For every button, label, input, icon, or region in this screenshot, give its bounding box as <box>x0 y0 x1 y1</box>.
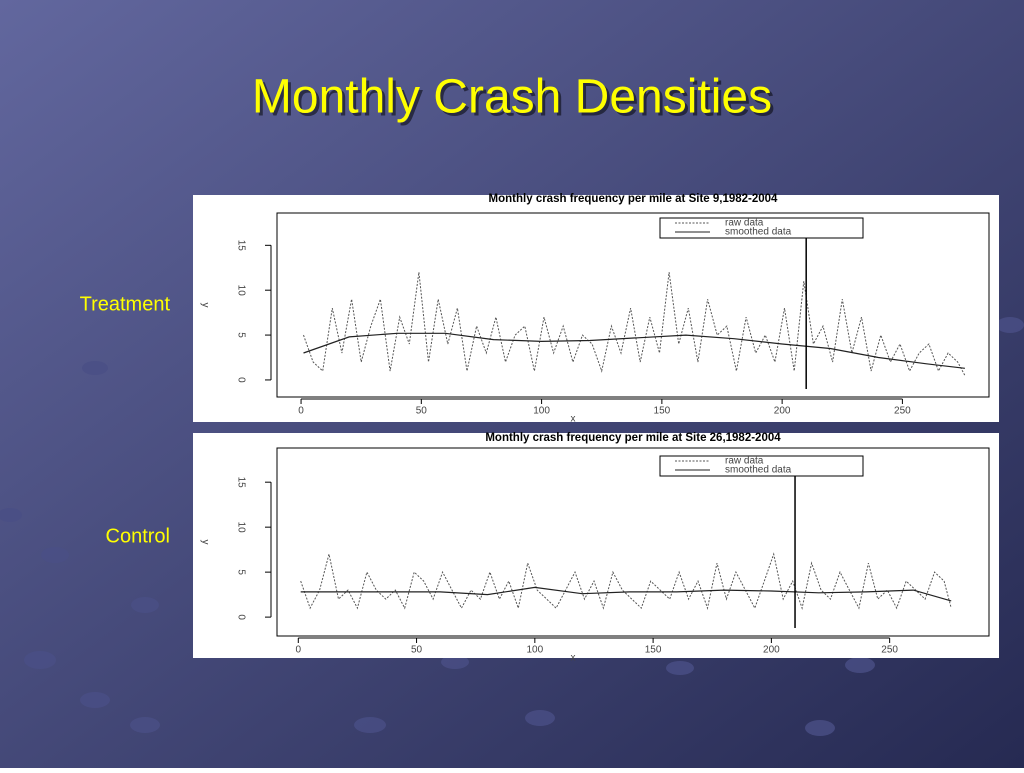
chart-panel <box>193 195 999 422</box>
x-tick-label: 150 <box>645 645 662 656</box>
y-axis-label: y <box>199 540 210 545</box>
x-tick-label: 50 <box>416 406 428 417</box>
panel-label: Control <box>106 525 170 547</box>
y-tick-label: 0 <box>235 614 246 620</box>
legend-label: smoothed data <box>725 465 792 476</box>
y-tick-label: 5 <box>235 569 246 575</box>
legend-box <box>659 455 864 477</box>
plot-box <box>276 447 990 637</box>
decoration <box>0 317 1024 736</box>
x-tick-label: 0 <box>296 645 302 656</box>
chart-title: Monthly crash frequency per mile at Site… <box>489 193 779 205</box>
chart-title: Monthly crash frequency per mile at Site… <box>485 432 781 444</box>
series-line <box>300 586 952 602</box>
series-line <box>303 332 965 369</box>
slide-title: Monthly Crash Densities <box>252 71 772 124</box>
title-shadow: Monthly Crash Densities <box>255 74 775 127</box>
x-tick-label: 200 <box>774 406 791 417</box>
legend-label: raw data <box>725 218 764 229</box>
x-tick-label: 250 <box>881 645 898 656</box>
x-tick-label: 0 <box>298 406 304 417</box>
series-line <box>303 272 966 376</box>
y-tick-label: 10 <box>235 522 246 534</box>
y-tick-label: 0 <box>235 377 246 383</box>
x-tick-label: 250 <box>894 406 911 417</box>
x-axis-label: x <box>571 653 576 664</box>
x-tick-label: 100 <box>533 406 550 417</box>
x-axis-label: x <box>571 414 576 425</box>
x-tick-label: 200 <box>763 645 780 656</box>
chart-panel <box>193 433 999 658</box>
series-line <box>300 552 952 610</box>
x-tick-label: 100 <box>526 645 543 656</box>
y-tick-label: 15 <box>235 477 246 489</box>
y-tick-label: 5 <box>235 332 246 338</box>
y-tick-label: 10 <box>235 285 246 297</box>
legend-label: smoothed data <box>725 227 792 238</box>
y-axis-label: y <box>199 303 210 308</box>
legend-label: raw data <box>725 456 764 467</box>
plot-box <box>276 212 990 398</box>
panel-label: Treatment <box>80 293 171 315</box>
legend-box <box>659 217 864 239</box>
y-tick-label: 15 <box>235 240 246 252</box>
x-tick-label: 150 <box>654 406 671 417</box>
x-tick-label: 50 <box>411 645 423 656</box>
